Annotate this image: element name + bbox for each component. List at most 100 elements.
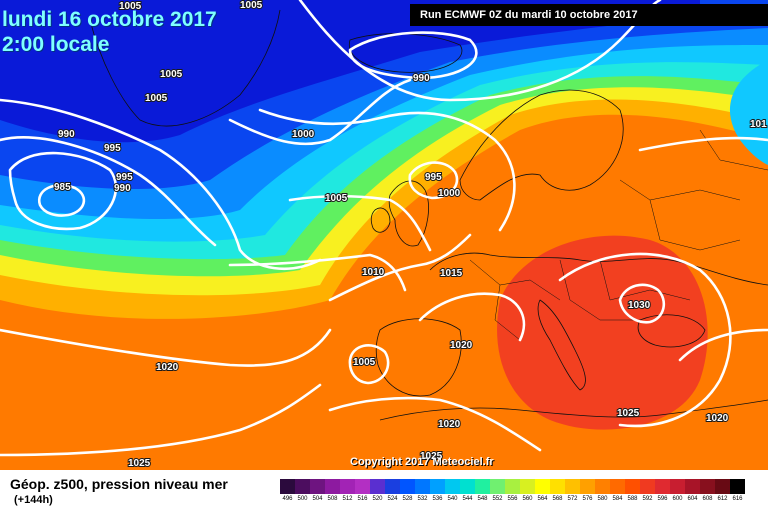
color-scale-cell xyxy=(730,479,745,494)
color-scale-label: 500 xyxy=(297,496,308,502)
isobar-label: 990 xyxy=(58,129,75,140)
legend-title: Géop. z500, pression niveau mer xyxy=(10,476,228,492)
color-scale-label: 592 xyxy=(642,496,653,502)
isobar-label: 1005 xyxy=(353,357,376,368)
isobar-985 xyxy=(37,183,86,217)
color-scale-cell xyxy=(475,479,490,494)
color-scale-cell xyxy=(715,479,730,494)
isobar-labels: 1005 1005 1005 1005 990 990 990 985 995 … xyxy=(53,0,768,470)
fill-red-core xyxy=(497,235,708,430)
color-scale-label: 616 xyxy=(732,496,743,502)
color-scale-label: 524 xyxy=(387,496,398,502)
color-scale-label: 600 xyxy=(672,496,683,502)
isobar-1015-east xyxy=(638,136,768,152)
color-scale-label: 596 xyxy=(657,496,668,502)
weather-map: 1005 1005 1005 1005 990 990 990 985 995 … xyxy=(0,0,768,470)
isobar-label: 990 xyxy=(413,73,430,84)
color-scale-cell xyxy=(460,479,475,494)
isobar-label: 1020 xyxy=(450,340,473,351)
isobar-995-west xyxy=(0,136,217,247)
isobar-1020-mid xyxy=(418,292,526,342)
isobar-1000-north xyxy=(0,98,322,271)
color-scale-label: 604 xyxy=(687,496,698,502)
isobar-1025-east xyxy=(558,252,732,428)
isobar-label: 1000 xyxy=(438,188,461,199)
color-scale-cell xyxy=(490,479,505,494)
color-scale-bar xyxy=(280,479,745,494)
color-scale-label: 504 xyxy=(312,496,323,502)
isobar-990-west xyxy=(8,151,118,231)
color-scale-label: 508 xyxy=(327,496,338,502)
isobar-label: 1005 xyxy=(160,69,183,80)
color-scale-label: 580 xyxy=(597,496,608,502)
isobar-label: 985 xyxy=(54,182,71,193)
color-scale-cell xyxy=(625,479,640,494)
isobar-label: 1025 xyxy=(420,451,443,462)
color-scale-cell xyxy=(415,479,430,494)
legend-panel: Géop. z500, pression niveau mer (+144h) … xyxy=(0,470,768,512)
color-scale-label: 512 xyxy=(342,496,353,502)
isobar-1005-south xyxy=(348,344,390,385)
isobar-label: 1020 xyxy=(156,362,179,373)
isobar-1030 xyxy=(618,283,666,324)
coast-black-sea xyxy=(637,314,706,348)
isobar-1000-east xyxy=(258,108,516,232)
color-scale-cell xyxy=(370,479,385,494)
color-scale-cell xyxy=(385,479,400,494)
color-scale-label: 520 xyxy=(372,496,383,502)
color-scale-label: 572 xyxy=(567,496,578,502)
isobar-label: 1010 xyxy=(362,267,385,278)
isobar-label: 1000 xyxy=(292,129,315,140)
color-scale-cell xyxy=(340,479,355,494)
border-2 xyxy=(494,284,521,341)
color-scale-label: 532 xyxy=(417,496,428,502)
isobar-1005-mid xyxy=(288,194,432,252)
color-scale-cell xyxy=(700,479,715,494)
coast-iberia xyxy=(375,318,462,397)
isobar-label: 990 xyxy=(114,183,131,194)
isobar-label: 1005 xyxy=(240,0,263,11)
isobar-1020-south xyxy=(328,396,542,452)
color-scale-cell xyxy=(685,479,700,494)
color-scale-labels: 496 500 504 508 512 516 520 524 528 532 536 540 544 5… xyxy=(280,496,745,508)
legend-subtitle: (+144h) xyxy=(14,494,53,506)
color-scale-cell xyxy=(535,479,550,494)
color-scale-label: 588 xyxy=(627,496,638,502)
color-scale-label: 612 xyxy=(717,496,728,502)
isobar-label: 1005 xyxy=(119,1,142,12)
isobar-label: 1025 xyxy=(617,408,640,419)
color-scale-cell xyxy=(550,479,565,494)
isobar-990-north xyxy=(348,31,478,80)
coast-scandinavia xyxy=(459,89,624,201)
isobar-label: 1025 xyxy=(128,458,151,469)
isobar-label: 1020 xyxy=(706,413,729,424)
model-run-banner: Run ECMWF 0Z du mardi 10 octobre 2017 xyxy=(410,4,768,26)
color-scale-cell xyxy=(655,479,670,494)
color-scale-cell xyxy=(565,479,580,494)
isobar-1005-arc xyxy=(298,0,662,102)
isobar-label: 995 xyxy=(104,143,121,154)
isobar-label: 1015 xyxy=(440,268,463,279)
color-scale-cell xyxy=(580,479,595,494)
color-scale-cell xyxy=(520,479,535,494)
color-scale-label: 516 xyxy=(357,496,368,502)
color-scale-cell xyxy=(595,479,610,494)
border-3 xyxy=(559,259,640,321)
color-scale-cell xyxy=(325,479,340,494)
color-scale-label: 576 xyxy=(582,496,593,502)
border-1 xyxy=(469,259,561,301)
color-scale-label: 528 xyxy=(402,496,413,502)
border-4 xyxy=(599,259,691,301)
color-scale-label: 496 xyxy=(282,496,293,502)
border-5 xyxy=(619,179,741,201)
forecast-time: 2:00 locale xyxy=(2,33,110,56)
isobar-1020-west xyxy=(0,328,332,367)
isobar-1025-west xyxy=(0,383,322,457)
color-scale-label: 548 xyxy=(477,496,488,502)
color-scale-label: 564 xyxy=(537,496,548,502)
coast-europe-main xyxy=(429,252,768,286)
color-scale-label: 560 xyxy=(522,496,533,502)
color-scale-label: 568 xyxy=(552,496,563,502)
coast-ireland xyxy=(370,207,391,233)
color-scale-cell xyxy=(280,479,295,494)
